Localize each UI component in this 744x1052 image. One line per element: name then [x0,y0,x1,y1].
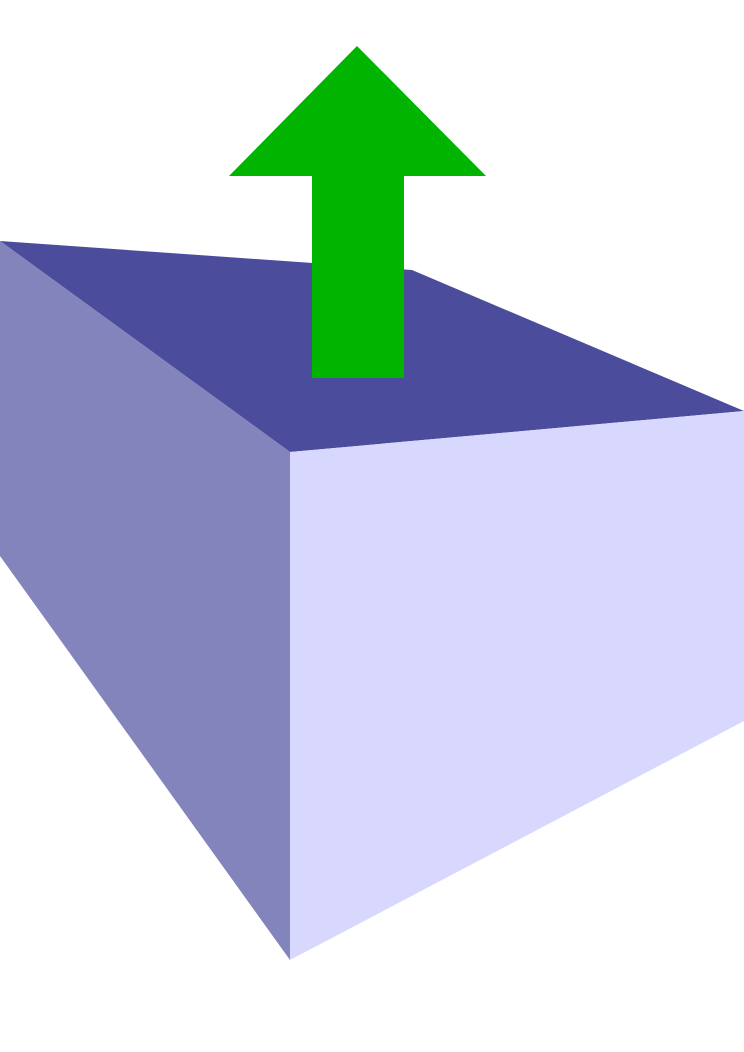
up-arrow-icon [229,46,486,378]
box-left-face [0,241,290,960]
box-right-face [290,411,744,960]
